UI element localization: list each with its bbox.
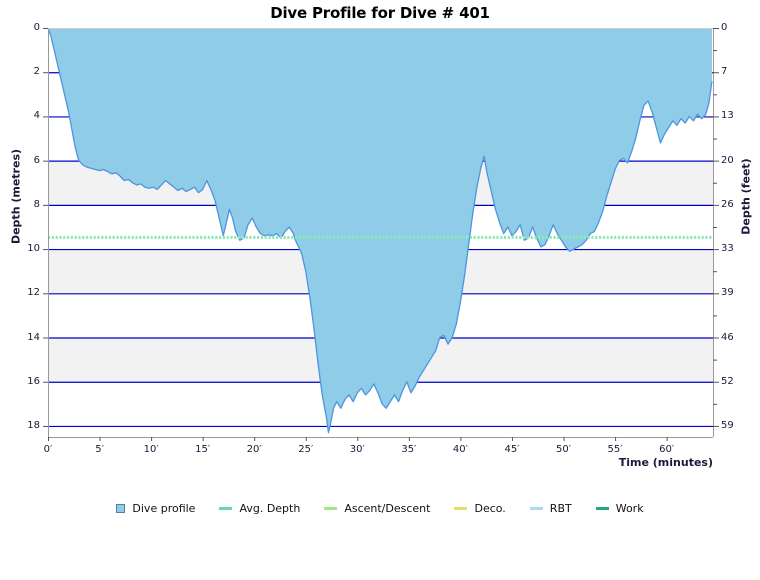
x-tick-label-5: 5′ [95,444,104,455]
y-tick-label-left-10: 10 [27,243,40,255]
x-tick-label-60: 60′ [659,444,675,455]
chart-legend: Dive profile Avg. Depth Ascent/Descent Deco… [0,502,760,515]
x-tick-label-50: 50′ [556,444,571,455]
legend-label: Deco. [474,502,506,515]
dive-profile-area [48,28,712,433]
y-tick-label-right-5: 33 [721,243,734,255]
legend-label: Work [615,502,644,515]
legend-swatch-line-icon [595,507,609,510]
x-axis-label: Time (minutes) [618,456,713,469]
chart-title: Dive Profile for Dive # 401 [270,4,490,22]
legend-label: Avg. Depth [239,502,301,515]
y-tick-label-left-4: 4 [33,110,40,122]
y-tick-label-right-6: 39 [721,287,734,299]
legend-swatch-line-icon [219,507,233,510]
y-tick-label-left-8: 8 [33,198,40,210]
y-tick-label-right-3: 20 [721,154,734,166]
legend-item-deco[interactable]: Deco. [454,502,506,515]
x-tick-label-35: 35′ [401,444,417,455]
y-tick-label-left-14: 14 [27,331,40,343]
y-tick-label-left-2: 2 [33,66,40,78]
y-tick-label-left-12: 12 [27,287,40,299]
x-tick-label-0: 0′ [43,444,53,455]
y-tick-label-right-8: 52 [721,375,734,387]
x-tick-label-10: 10′ [143,444,159,455]
y-tick-label-right-4: 26 [721,198,734,210]
y-tick-label-left-18: 18 [27,419,40,431]
y-tick-label-right-9: 59 [721,419,734,431]
x-tick-label-20: 20′ [246,444,262,455]
legend-swatch-line-icon [529,507,543,510]
x-tick-label-40: 40′ [452,444,468,455]
legend-item-dive-profile[interactable]: Dive profile [116,502,195,515]
legend-item-avg-depth[interactable]: Avg. Depth [219,502,300,515]
y-tick-label-left-0: 0 [33,22,40,33]
legend-swatch-square-icon [116,504,126,513]
y-tick-label-right-7: 46 [721,331,734,343]
y-tick-label-right-0: 0 [721,22,728,33]
y-tick-label-right-1: 7 [721,66,728,78]
y-tick-label-right-2: 13 [721,110,734,122]
legend-label: Ascent/Descent [344,502,431,515]
legend-item-work[interactable]: Work [595,502,644,515]
x-tick-label-15: 15′ [195,444,211,455]
legend-swatch-line-icon [324,507,338,510]
y-tick-label-left-16: 16 [27,375,40,387]
legend-item-ascent-descent[interactable]: Ascent/Descent [324,502,430,515]
legend-swatch-line-icon [454,507,468,510]
legend-item-rbt[interactable]: RBT [529,502,572,515]
x-tick-label-45: 45′ [504,444,520,455]
x-tick-label-55: 55′ [607,444,623,455]
x-tick-label-30: 30′ [349,444,365,455]
x-tick-label-25: 25′ [298,444,314,455]
legend-label: RBT [549,502,572,515]
y-tick-label-left-6: 6 [33,154,40,166]
dive-profile-line [47,27,713,434]
legend-label: Dive profile [132,502,196,515]
